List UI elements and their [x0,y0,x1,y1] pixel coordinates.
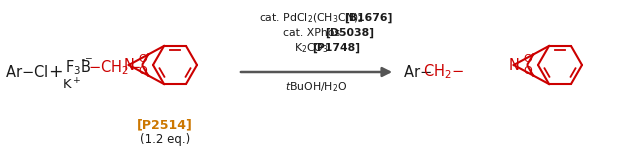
Text: Ar$-$: Ar$-$ [403,64,432,80]
Text: N: N [508,58,519,73]
Text: [B1676]: [B1676] [345,13,392,23]
Text: N: N [123,58,134,73]
Text: O: O [524,54,532,64]
Text: O: O [524,66,532,76]
Text: $t$BuOH/H$_2$O: $t$BuOH/H$_2$O [285,80,348,94]
Text: cat. PdCl$_2$(CH$_3$CN)$_2$: cat. PdCl$_2$(CH$_3$CN)$_2$ [260,11,364,25]
Text: [P2514]: [P2514] [137,118,193,131]
Text: [P1748]: [P1748] [312,43,360,53]
Text: O: O [139,66,147,76]
Text: [D5038]: [D5038] [325,28,374,38]
Text: (1.2 eq.): (1.2 eq.) [140,132,190,145]
Text: $^{-}$: $^{-}$ [84,55,93,69]
Text: +: + [48,63,62,81]
Text: $-$CH$_2$$-$: $-$CH$_2$$-$ [88,59,141,77]
Text: K$^+$: K$^+$ [62,77,82,93]
Text: K$_2$CO$_3$: K$_2$CO$_3$ [294,41,329,55]
Text: CH$_2$$-$: CH$_2$$-$ [423,63,464,81]
Text: Ar$-$Cl: Ar$-$Cl [5,64,49,80]
Text: F$_3$B: F$_3$B [65,59,91,77]
Text: O: O [139,54,147,64]
Text: cat. XPhos: cat. XPhos [283,28,340,38]
